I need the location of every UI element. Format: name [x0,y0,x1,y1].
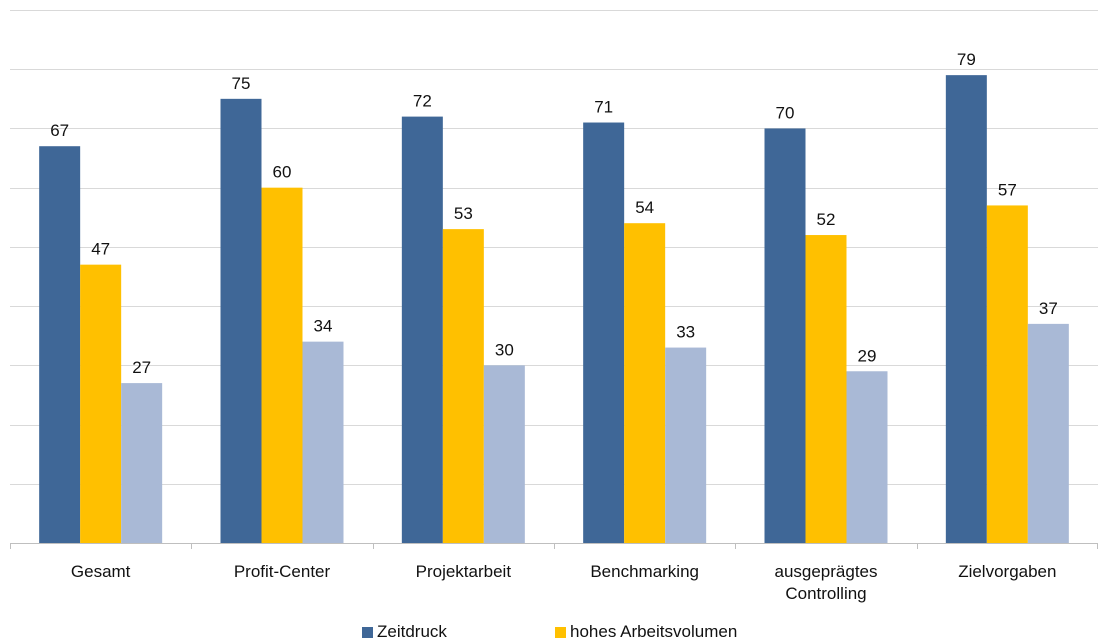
value-label: 75 [232,74,251,93]
value-label: 54 [635,198,654,217]
value-label: 30 [495,340,514,359]
bar [624,223,666,543]
bar [121,383,163,543]
value-label: 67 [50,121,69,140]
legend-label-zeitdruck: Zeitdruck [377,622,447,641]
bar [401,116,443,543]
value-label: 37 [1039,299,1058,318]
bar [483,365,525,543]
category-label: ausgeprägtes Controlling [774,562,877,603]
bar [665,347,707,543]
value-label: 53 [454,204,473,223]
category-label: Gesamt [71,562,131,581]
value-label: 70 [776,103,795,122]
value-label: 60 [273,163,292,182]
legend-swatch-zeitdruck [362,626,373,638]
legend-swatch-arbeitsvolumen [555,626,566,638]
gridlines [10,10,1098,485]
bar [39,146,81,543]
value-label: 34 [314,317,333,336]
bar [302,341,344,543]
value-label: 79 [957,50,976,69]
value-label: 29 [858,346,877,365]
bar [261,187,303,543]
value-label: 72 [413,92,432,111]
category-labels: Gesamt Profit-Center Projektarbeit Benchmar… [71,562,1057,603]
legend-item-arbeitsvolumen: hohes Arbeitsvolumen [555,622,737,642]
bar [583,122,625,544]
bar [805,235,847,544]
category-label: Projektarbeit [416,562,512,581]
bar [846,371,888,543]
value-labels: 67 47 27 75 60 34 72 53 30 71 54 33 70 52 29 79 57 37 [50,50,1058,377]
value-label: 47 [91,240,110,259]
category-label: Benchmarking [590,562,699,581]
legend-item-zeitdruck: Zeitdruck [362,622,447,642]
bars [39,75,1069,544]
category-label: Zielvorgaben [958,562,1056,581]
category-label: Profit-Center [234,562,331,581]
value-label: 71 [594,98,613,117]
bar [80,264,122,543]
value-label: 33 [676,323,695,342]
value-label: 52 [817,210,836,229]
bar [220,98,262,543]
bar [945,75,987,544]
bar [1027,323,1069,543]
bar [442,229,484,543]
bar [986,205,1028,543]
bar [764,128,806,543]
value-label: 57 [998,180,1017,199]
value-label: 27 [132,358,151,377]
legend-label-arbeitsvolumen: hohes Arbeitsvolumen [570,622,738,641]
legend: Zeitdruck hohes Arbeitsvolumen [0,620,1098,643]
